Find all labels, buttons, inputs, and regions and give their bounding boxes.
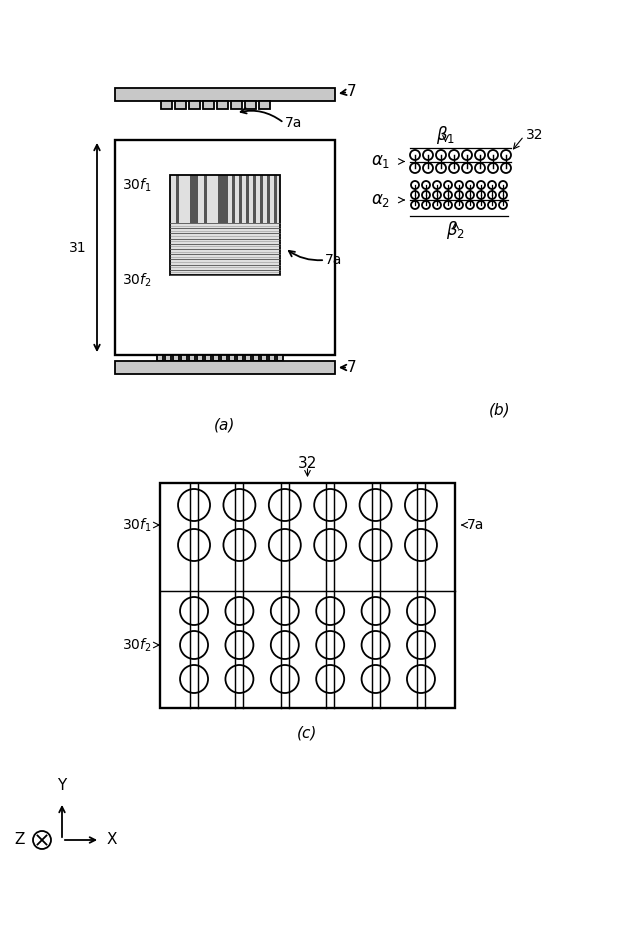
Text: 7a: 7a [325,253,342,267]
Bar [229,355,235,361]
Text: $\beta_1$: $\beta_1$ [436,124,455,146]
Bar [204,175,207,223]
Text: 31: 31 [69,241,87,255]
Bar [267,175,270,223]
Bar [237,355,243,361]
Bar [213,355,219,361]
Bar [216,101,227,109]
Bar [115,140,335,355]
Text: (b): (b) [489,402,511,417]
Bar [221,355,227,361]
Bar [239,175,242,223]
Bar [205,355,211,361]
Text: 7a: 7a [285,116,302,130]
Text: $30f_2$: $30f_2$ [122,272,152,289]
Bar [161,101,172,109]
Bar [165,355,171,361]
Text: $30f_1$: $30f_1$ [122,177,152,194]
Text: $30f_1$: $30f_1$ [122,516,152,534]
Bar [274,175,277,223]
Bar [160,483,455,708]
Text: Z: Z [15,833,25,848]
Bar [253,355,259,361]
Bar [232,175,235,223]
Bar [181,355,187,361]
Bar [277,355,283,361]
Text: (a): (a) [214,417,236,432]
Bar [115,88,335,101]
Text: X: X [107,833,118,848]
Bar [225,175,228,223]
Bar [230,101,241,109]
Bar [197,355,203,361]
Bar [259,101,269,109]
Bar [218,175,226,223]
Text: 32: 32 [526,128,543,142]
Bar [170,223,280,275]
Bar [189,101,200,109]
Bar [245,355,251,361]
Bar [202,101,214,109]
Bar [232,175,235,223]
Text: $\beta_2$: $\beta_2$ [446,219,465,241]
Bar [115,361,335,374]
Bar [189,355,195,361]
Bar [269,355,275,361]
Text: $\alpha_2$: $\alpha_2$ [371,191,390,209]
Bar [260,175,263,223]
Text: 32: 32 [298,456,317,471]
Text: $\alpha_1$: $\alpha_1$ [371,152,390,170]
Bar [244,101,255,109]
Bar [261,355,267,361]
Bar [176,175,179,223]
Bar [173,355,179,361]
Text: 7: 7 [347,360,356,375]
Bar [253,175,256,223]
Bar [190,175,198,223]
Bar [170,175,280,223]
Bar [157,355,163,361]
Bar [175,101,186,109]
Text: $30f_2$: $30f_2$ [122,636,152,653]
Text: 7: 7 [347,84,356,99]
Text: (c): (c) [298,726,317,741]
Bar [170,175,280,275]
Bar [246,175,249,223]
Text: Y: Y [58,778,67,793]
Text: 7a: 7a [467,518,484,532]
